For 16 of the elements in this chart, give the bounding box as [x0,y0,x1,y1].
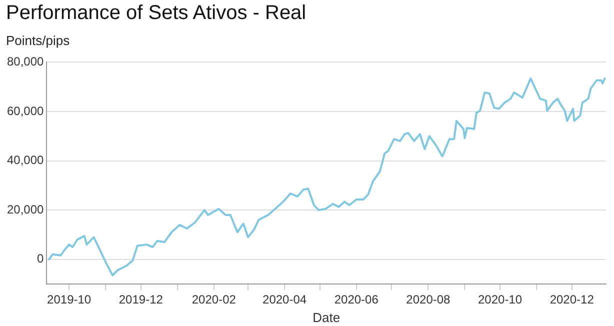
y-tick-label: 80,000 [7,54,44,69]
y-axis-title: Points/pips [6,33,70,48]
x-tick-label: 2020-08 [406,292,451,307]
y-tick-label: 20,000 [7,202,44,216]
y-tick-label: 0 [37,252,44,266]
x-tick-label: 2019-12 [118,292,164,307]
x-tick-label: 2020-02 [192,292,236,307]
x-axis-title: Date [312,310,340,325]
x-tick-label: 2019-10 [47,292,92,307]
chart-title: Performance of Sets Ativos - Real [6,2,306,25]
y-tick-label: 40,000 [7,153,44,168]
x-tick-label: 2020-06 [334,292,379,307]
y-tick-label: 60,000 [7,104,44,118]
x-tick-label: 2020-04 [262,292,307,307]
x-tick-label: 2020-12 [550,292,594,307]
x-tick-label: 2020-10 [478,292,522,307]
